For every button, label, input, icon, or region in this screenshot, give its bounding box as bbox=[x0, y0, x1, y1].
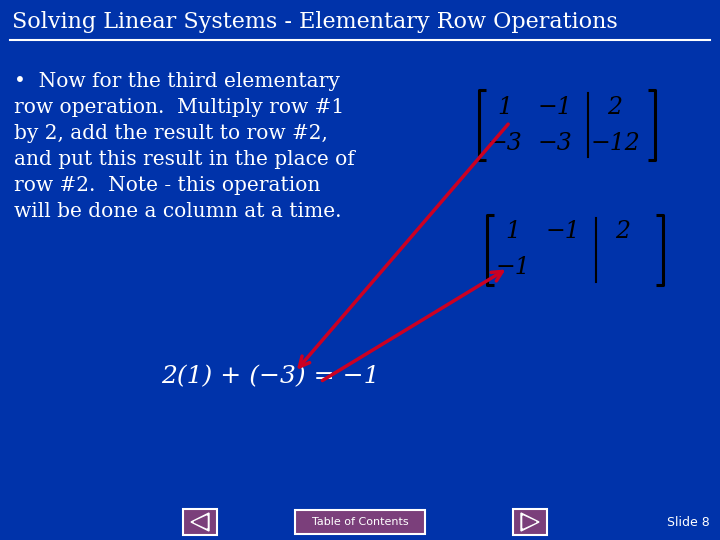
Text: Solving Linear Systems - Elementary Row Operations: Solving Linear Systems - Elementary Row … bbox=[12, 11, 618, 33]
Polygon shape bbox=[521, 513, 539, 531]
Text: −1: −1 bbox=[538, 96, 572, 118]
Text: by 2, add the result to row #2,: by 2, add the result to row #2, bbox=[14, 124, 328, 143]
Polygon shape bbox=[194, 516, 207, 528]
FancyBboxPatch shape bbox=[183, 509, 217, 535]
Text: −3: −3 bbox=[487, 132, 523, 154]
Text: −1: −1 bbox=[495, 256, 531, 280]
FancyBboxPatch shape bbox=[513, 509, 547, 535]
Text: 1: 1 bbox=[498, 96, 513, 118]
Text: −1: −1 bbox=[546, 220, 580, 244]
Polygon shape bbox=[191, 513, 209, 531]
Text: 2: 2 bbox=[608, 96, 623, 118]
Text: 2(1) + (−3) = −1: 2(1) + (−3) = −1 bbox=[161, 366, 379, 388]
Text: Slide 8: Slide 8 bbox=[667, 516, 710, 529]
Text: −12: −12 bbox=[590, 132, 640, 154]
Text: and put this result in the place of: and put this result in the place of bbox=[14, 150, 355, 169]
Text: 2: 2 bbox=[616, 220, 631, 244]
Text: row #2.  Note - this operation: row #2. Note - this operation bbox=[14, 176, 320, 195]
FancyBboxPatch shape bbox=[295, 510, 425, 534]
Text: 1: 1 bbox=[505, 220, 521, 244]
Text: will be done a column at a time.: will be done a column at a time. bbox=[14, 202, 341, 221]
Text: Table of Contents: Table of Contents bbox=[312, 517, 408, 527]
Text: row operation.  Multiply row #1: row operation. Multiply row #1 bbox=[14, 98, 344, 117]
Text: •  Now for the third elementary: • Now for the third elementary bbox=[14, 72, 340, 91]
Text: −3: −3 bbox=[538, 132, 572, 154]
Polygon shape bbox=[523, 516, 536, 528]
